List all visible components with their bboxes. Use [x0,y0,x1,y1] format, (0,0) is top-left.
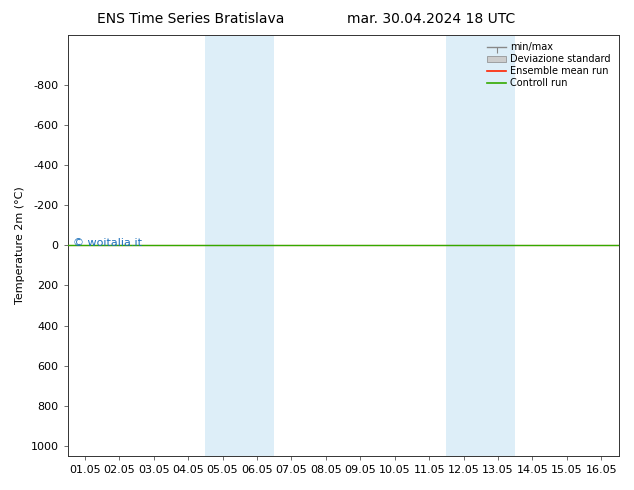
Bar [446,35,515,456]
Y-axis label: Temperature 2m (°C): Temperature 2m (°C) [15,186,25,304]
Legend: min/max, Deviazione standard, Ensemble mean run, Controll run: min/max, Deviazione standard, Ensemble m… [484,40,614,91]
Text: ENS Time Series Bratislava: ENS Time Series Bratislava [96,12,284,26]
Text: mar. 30.04.2024 18 UTC: mar. 30.04.2024 18 UTC [347,12,515,26]
Bar [205,35,274,456]
Text: © woitalia.it: © woitalia.it [73,238,142,248]
